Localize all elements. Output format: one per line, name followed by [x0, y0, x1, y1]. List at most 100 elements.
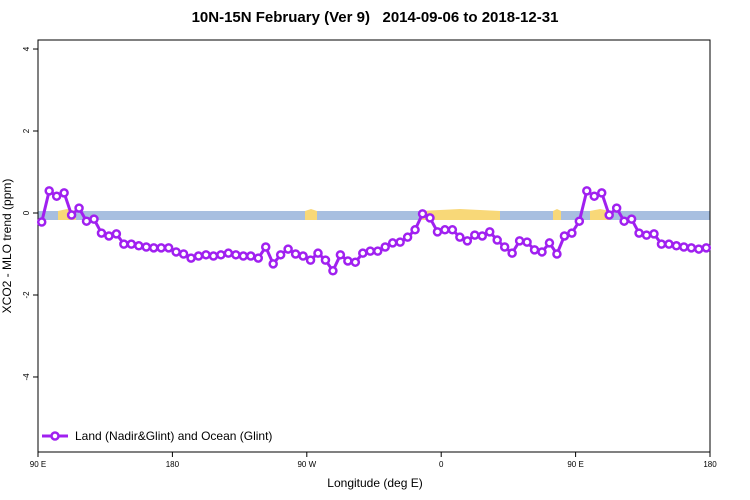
- data-point: [671, 241, 682, 251]
- data-point: [410, 225, 420, 235]
- data-point: [499, 242, 510, 252]
- data-point: [201, 250, 211, 260]
- x-tick-label: 180: [166, 460, 180, 469]
- data-point: [208, 251, 219, 261]
- y-tick-label: 0: [22, 210, 31, 215]
- data-point: [186, 253, 196, 263]
- data-point: [96, 228, 107, 238]
- data-point: [387, 238, 398, 248]
- data-point: [492, 235, 502, 245]
- data-point: [372, 246, 383, 256]
- y-tick-label: -4: [22, 373, 31, 381]
- data-point: [148, 243, 159, 253]
- y-axis-label: XCO2 - MLO trend (ppm): [0, 179, 14, 314]
- data-point: [365, 246, 376, 256]
- series-line: [40, 188, 707, 274]
- data-point: [432, 227, 443, 237]
- data-point: [343, 256, 353, 266]
- data-point: [171, 247, 181, 257]
- data-point: [626, 214, 637, 224]
- x-tick-label: 90 E: [30, 460, 46, 469]
- data-point: [477, 231, 488, 241]
- data-point: [402, 232, 413, 242]
- data-point: [701, 243, 712, 253]
- data-point: [275, 250, 286, 260]
- legend-marker: [50, 431, 60, 441]
- data-point: [462, 236, 473, 246]
- data-point: [358, 248, 368, 258]
- data-point: [59, 188, 69, 198]
- data-point: [567, 228, 577, 238]
- data-point: [634, 228, 644, 238]
- data-point: [395, 237, 405, 247]
- data-point: [619, 216, 629, 226]
- data-point: [529, 245, 540, 255]
- data-point: [679, 242, 689, 252]
- data-point: [335, 250, 346, 260]
- x-tick-label: 90 W: [297, 460, 316, 469]
- x-tick-label: 90 E: [567, 460, 583, 469]
- data-point: [589, 191, 600, 201]
- x-tick-label: 0: [439, 460, 444, 469]
- y-tick-label: -2: [22, 291, 31, 299]
- background-band: [38, 210, 710, 220]
- data-point: [104, 231, 114, 241]
- data-point: [328, 266, 338, 276]
- data-point: [611, 203, 622, 213]
- data-point: [604, 210, 614, 220]
- data-point: [417, 209, 428, 219]
- data-point: [350, 257, 361, 267]
- data-point: [455, 232, 465, 242]
- data-point: [163, 243, 174, 253]
- data-point: [283, 244, 293, 254]
- data-point: [507, 248, 517, 258]
- data-point: [649, 229, 659, 239]
- data-point: [596, 188, 607, 198]
- data-point: [574, 216, 585, 226]
- data-point: [425, 213, 435, 223]
- data-point: [559, 231, 570, 241]
- data-point: [89, 214, 99, 224]
- data-point: [694, 244, 704, 254]
- data-point: [141, 242, 152, 252]
- data-point: [440, 225, 450, 235]
- background-patch: [305, 208, 317, 220]
- background-patch: [553, 208, 561, 220]
- data-point: [582, 186, 592, 196]
- data-point: [81, 216, 92, 226]
- data-point: [522, 237, 532, 247]
- data-point: [36, 217, 47, 227]
- data-point: [178, 249, 189, 259]
- data-point: [231, 250, 241, 260]
- x-tick-label: 180: [703, 460, 717, 469]
- data-point: [111, 229, 122, 239]
- data-point: [298, 251, 308, 261]
- data-point: [470, 230, 480, 240]
- data-point: [290, 249, 301, 259]
- data-point: [380, 242, 390, 252]
- data-point: [537, 247, 547, 257]
- x-axis-label: Longitude (deg E): [327, 476, 422, 490]
- y-tick-label: 4: [22, 46, 31, 51]
- data-point: [193, 251, 204, 261]
- chart-title: 10N-15N February (Ver 9) 2014-09-06 to 2…: [192, 9, 559, 26]
- data-point: [552, 249, 562, 259]
- y-tick-label: 2: [22, 128, 31, 133]
- data-point: [305, 255, 316, 265]
- data-point: [119, 239, 129, 249]
- data-point: [686, 243, 697, 253]
- data-point: [238, 251, 249, 261]
- data-point: [514, 236, 525, 246]
- data-point: [74, 203, 84, 213]
- data-point: [447, 225, 458, 235]
- data-point: [246, 251, 256, 261]
- data-point: [313, 248, 323, 258]
- data-point: [66, 210, 77, 220]
- data-point: [544, 238, 555, 248]
- legend-label: Land (Nadir&Glint) and Ocean (Glint): [75, 429, 272, 443]
- data-point: [156, 243, 166, 253]
- data-point: [641, 230, 652, 240]
- data-point: [44, 186, 54, 196]
- data-point: [126, 239, 137, 249]
